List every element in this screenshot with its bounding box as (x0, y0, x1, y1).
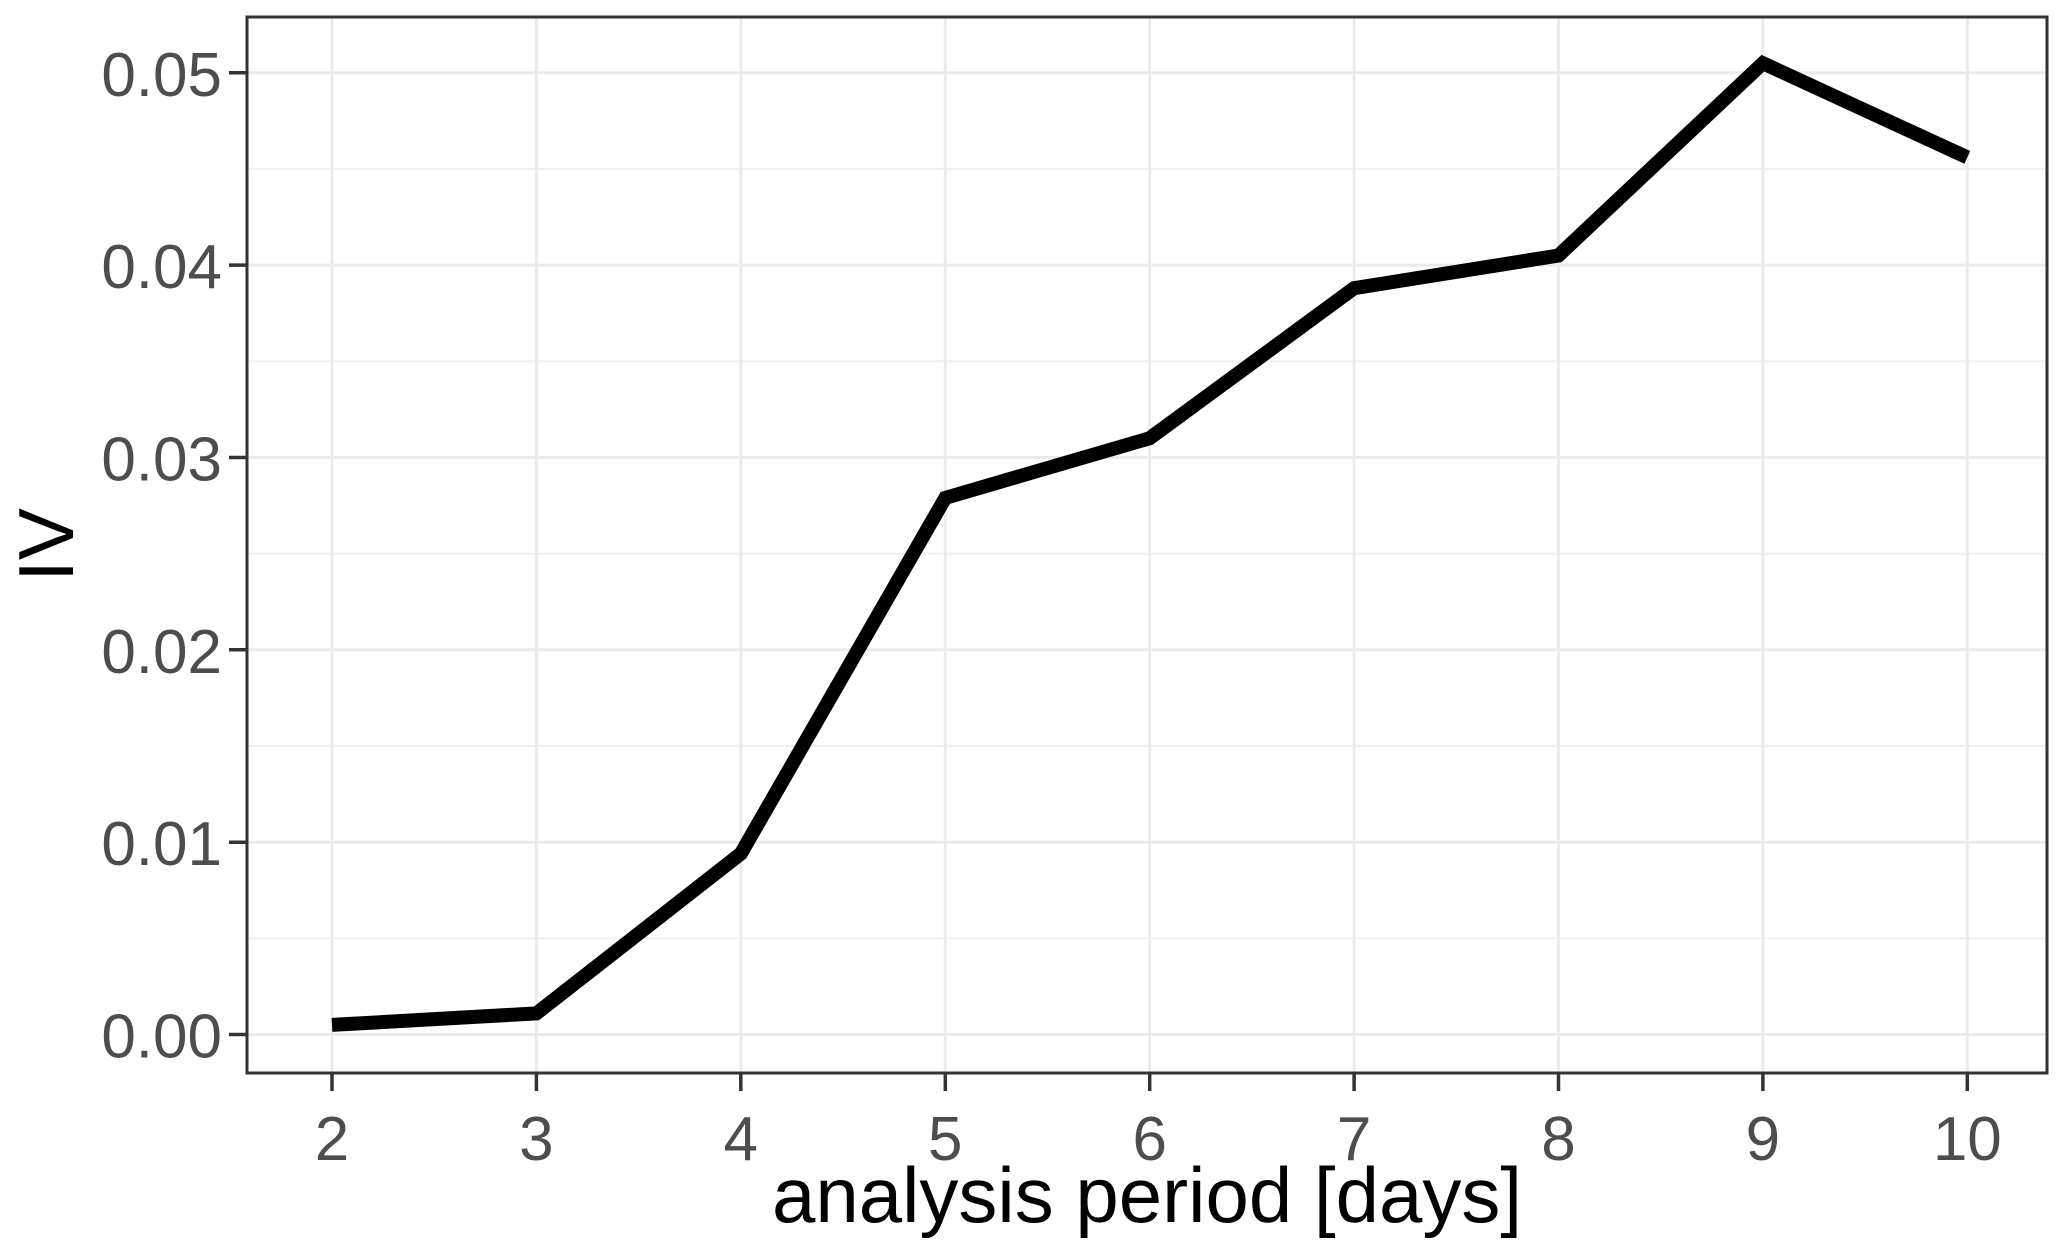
x-tick-label-2: 2 (315, 1105, 349, 1174)
x-tick-label-8: 8 (1541, 1105, 1575, 1174)
panel-background (247, 17, 2047, 1073)
y-minor-gridlines (247, 168, 2047, 940)
y-tick-label-0.04: 0.04 (101, 233, 222, 302)
x-tick-label-4: 4 (724, 1105, 758, 1174)
x-tick-label-7: 7 (1337, 1105, 1371, 1174)
x-axis-title: analysis period [days] (772, 1151, 1522, 1239)
y-tick-label-0.01: 0.01 (101, 810, 222, 879)
x-tick-label-5: 5 (928, 1105, 962, 1174)
y-tick-label-0.05: 0.05 (101, 41, 222, 110)
x-tick-labels: 2 3 4 5 6 7 8 9 10 (315, 1105, 2002, 1174)
x-tick-label-9: 9 (1746, 1105, 1780, 1174)
iv-data-line (331, 54, 1971, 1032)
y-tick-label-0.03: 0.03 (101, 426, 222, 495)
axis-tick-marks (229, 71, 1970, 1091)
major-gridlines (247, 17, 2047, 1073)
x-tick-label-3: 3 (519, 1105, 553, 1174)
y-tick-label-0.00: 0.00 (101, 1003, 222, 1072)
x-tick-label-10: 10 (1933, 1105, 2002, 1174)
y-tick-label-0.02: 0.02 (101, 618, 222, 687)
y-tick-labels: 0.00 0.01 0.02 0.03 0.04 0.05 (101, 41, 222, 1072)
y-axis-title: IV (2, 508, 90, 582)
x-tick-label-6: 6 (1132, 1105, 1166, 1174)
panel-border (245, 15, 2049, 1075)
